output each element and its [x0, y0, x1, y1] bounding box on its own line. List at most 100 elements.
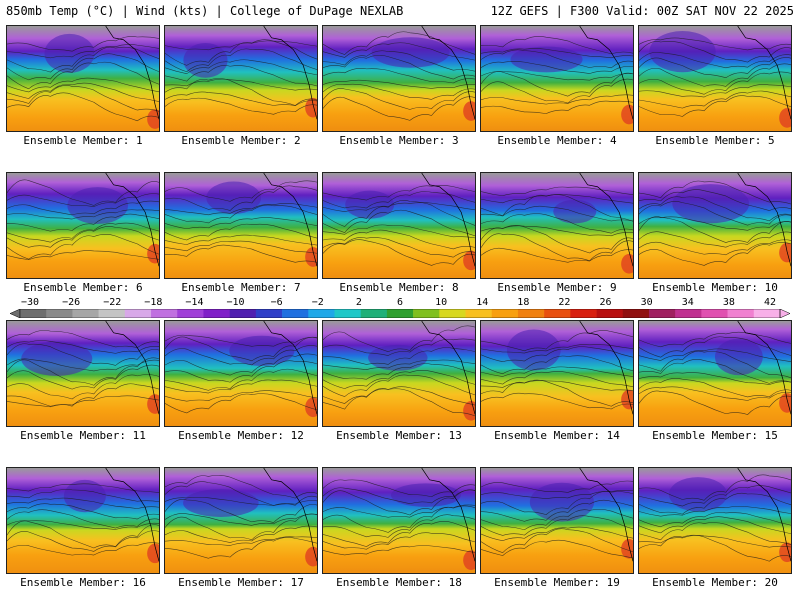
- colorbar-segment: [203, 309, 230, 318]
- temperature-field-map: [481, 173, 633, 278]
- map-header: 850mb Temp (°C) | Wind (kts) | College o…: [0, 0, 800, 22]
- temperature-field-map: [481, 321, 633, 426]
- ensemble-member-caption: Ensemble Member: 17: [178, 576, 304, 589]
- temperature-field-map: [165, 468, 317, 573]
- ensemble-map-panel: [6, 320, 160, 427]
- colorbar-tick-label: 26: [599, 297, 612, 308]
- temperature-field-map: [639, 468, 791, 573]
- colorbar-segment: [151, 309, 178, 318]
- ensemble-member-caption: Ensemble Member: 19: [494, 576, 620, 589]
- colorbar-tick-label: 22: [558, 297, 571, 308]
- colorbar-segment: [465, 309, 493, 318]
- colorbar-segment: [491, 309, 519, 318]
- colorbar-tick-label: −14: [185, 297, 204, 308]
- temperature-colorbar: [10, 309, 790, 318]
- ensemble-map-panel: [164, 320, 318, 427]
- temperature-field-map: [323, 26, 475, 131]
- colorbar-min-arrow: [10, 309, 21, 318]
- colorbar-segment: [701, 309, 728, 318]
- temperature-field-map: [7, 468, 159, 573]
- colorbar-segment: [308, 309, 335, 318]
- colorbar-segment: [255, 309, 283, 318]
- ensemble-map-panel: [164, 25, 318, 132]
- ensemble-map-panel: [638, 467, 792, 574]
- colorbar-segment: [124, 309, 152, 318]
- ensemble-member-caption: Ensemble Member: 5: [655, 134, 775, 147]
- colorbar-tick-label: −6: [270, 297, 283, 308]
- ensemble-map-panel: [6, 25, 160, 132]
- ensemble-map-panel: [6, 172, 160, 279]
- ensemble-map-panel: [322, 320, 476, 427]
- colorbar-tick-label: −10: [226, 297, 245, 308]
- colorbar-segment: [517, 309, 545, 318]
- colorbar-tick-label: −26: [62, 297, 81, 308]
- colorbar-tick-label: 34: [681, 297, 694, 308]
- temperature-field-map: [323, 468, 475, 573]
- ensemble-map-panel: [322, 172, 476, 279]
- ensemble-member-caption: Ensemble Member: 1: [23, 134, 143, 147]
- colorbar-tick-label: 30: [640, 297, 653, 308]
- colorbar-segment: [570, 309, 597, 318]
- colorbar-segment: [727, 309, 755, 318]
- temperature-field-map: [165, 173, 317, 278]
- colorbar-segment: [360, 309, 388, 318]
- ensemble-member-caption: Ensemble Member: 15: [652, 429, 778, 442]
- colorbar-tick-label: 2: [355, 297, 362, 308]
- colorbar-tick-label: −30: [20, 297, 40, 308]
- colorbar-tick-label: −2: [311, 297, 324, 308]
- ensemble-map-panel: [480, 320, 634, 427]
- product-title: 850mb Temp (°C) | Wind (kts) | College o…: [6, 4, 404, 18]
- ensemble-map-panel: [164, 467, 318, 574]
- colorbar-tick-label: 42: [763, 297, 777, 308]
- temperature-field-map: [165, 26, 317, 131]
- colorbar-segment: [20, 309, 47, 318]
- ensemble-map-panel: [480, 172, 634, 279]
- ensemble-member-caption: Ensemble Member: 18: [336, 576, 462, 589]
- ensemble-map-panel: [322, 25, 476, 132]
- colorbar-segment: [648, 309, 676, 318]
- colorbar-segment: [334, 309, 361, 318]
- colorbar-segment: [544, 309, 571, 318]
- ensemble-member-caption: Ensemble Member: 4: [497, 134, 617, 147]
- temperature-field-map: [165, 321, 317, 426]
- ensemble-member-caption: Ensemble Member: 7: [181, 281, 301, 294]
- temperature-field-map: [639, 173, 791, 278]
- colorbar-segment: [177, 309, 204, 318]
- ensemble-member-caption: Ensemble Member: 9: [497, 281, 617, 294]
- temperature-field-map: [7, 321, 159, 426]
- colorbar-segment: [413, 309, 440, 318]
- ensemble-member-caption: Ensemble Member: 2: [181, 134, 301, 147]
- ensemble-map-panel: [638, 172, 792, 279]
- colorbar-segment: [596, 309, 624, 318]
- colorbar-segment: [439, 309, 466, 318]
- colorbar-segment: [675, 309, 702, 318]
- ensemble-member-caption: Ensemble Member: 14: [494, 429, 620, 442]
- ensemble-member-caption: Ensemble Member: 13: [336, 429, 462, 442]
- colorbar-tick-label: 38: [722, 297, 735, 308]
- ensemble-member-caption: Ensemble Member: 6: [23, 281, 143, 294]
- colorbar-tick-label: 14: [476, 297, 489, 308]
- colorbar-tick-label: −18: [144, 297, 163, 308]
- colorbar-segment: [46, 309, 73, 318]
- colorbar-tick-label: 6: [396, 297, 404, 308]
- colorbar-labels: −30 −26 −22 −18 −14 −10 −6 −2 2 6 10 14 18 22 26 30 34 38…: [16, 297, 784, 309]
- temperature-field-map: [481, 468, 633, 573]
- valid-time: 12Z GEFS | F300 Valid: 00Z SAT NOV 22 20…: [490, 4, 794, 18]
- temperature-field-map: [323, 173, 475, 278]
- colorbar-segment: [98, 309, 126, 318]
- ensemble-map-panel: [480, 25, 634, 132]
- temperature-field-map: [323, 321, 475, 426]
- ensemble-member-caption: Ensemble Member: 11: [20, 429, 146, 442]
- ensemble-map-panel: [638, 320, 792, 427]
- ensemble-map-panel: [322, 467, 476, 574]
- ensemble-member-caption: Ensemble Member: 3: [339, 134, 459, 147]
- ensemble-map-panel: [6, 467, 160, 574]
- temperature-field-map: [639, 26, 791, 131]
- ensemble-member-caption: Ensemble Member: 16: [20, 576, 146, 589]
- ensemble-member-caption: Ensemble Member: 12: [178, 429, 304, 442]
- temperature-field-map: [639, 321, 791, 426]
- ensemble-member-caption: Ensemble Member: 8: [339, 281, 459, 294]
- colorbar-segment: [282, 309, 309, 318]
- temperature-field-map: [481, 26, 633, 131]
- colorbar-segment: [386, 309, 414, 318]
